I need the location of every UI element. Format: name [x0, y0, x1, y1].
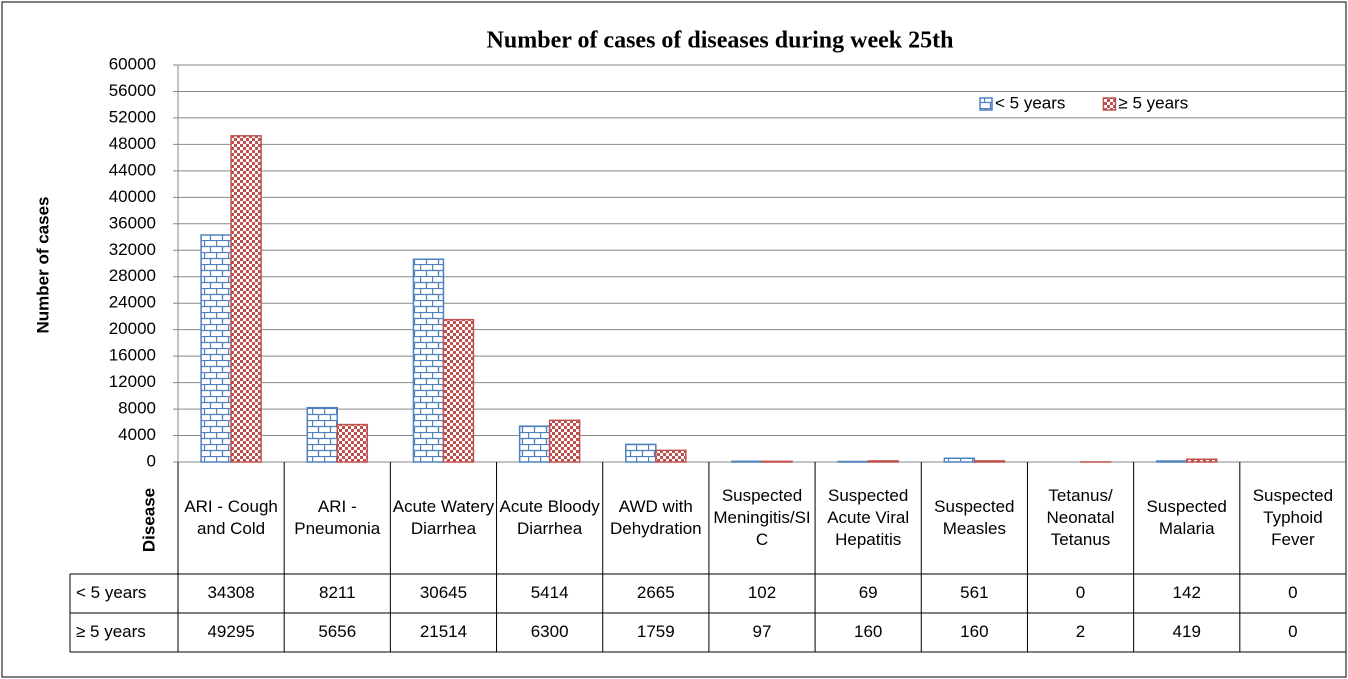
table-cell: 34308 — [207, 583, 254, 602]
chart-title: Number of cases of diseases during week … — [487, 28, 954, 54]
table-cell: 6300 — [531, 622, 569, 641]
category-cell: Tetanus/ Neonatal Tetanus — [1046, 486, 1115, 549]
table-cell: 419 — [1173, 622, 1201, 641]
y-tick-label: 52000 — [109, 107, 156, 126]
category-cell: Suspected Meningitis/SIC — [713, 486, 811, 549]
table-cell: 160 — [960, 622, 988, 641]
y-tick-label: 44000 — [109, 160, 156, 179]
bar — [336, 423, 369, 463]
table-cell: 8211 — [319, 583, 356, 602]
table-cell: 0 — [1288, 622, 1297, 641]
x-tick-label: AWD with Dehydration — [609, 497, 702, 538]
table-cell: 2 — [1076, 622, 1085, 641]
category-cell: ARI - Pneumonia — [294, 497, 381, 538]
table-cell: 160 — [854, 622, 882, 641]
category-cell: ARI - Cough and Cold — [184, 497, 278, 538]
bar — [1155, 460, 1188, 463]
table-cell: 0 — [1288, 583, 1297, 602]
y-tick-label: 40000 — [109, 187, 156, 206]
legend-label: ≥ 5 years — [1118, 93, 1188, 112]
x-tick-label: Tetanus/ Neonatal Tetanus — [1046, 486, 1115, 549]
y-tick-label: 4000 — [118, 425, 156, 444]
bar — [655, 449, 687, 463]
legend-swatch — [979, 97, 993, 111]
x-tick-label: ARI - Cough and Cold — [184, 497, 278, 538]
bar — [518, 425, 551, 463]
table-row-header: < 5 years — [76, 583, 146, 602]
y-tick-label: 24000 — [109, 293, 156, 312]
y-tick-label: 60000 — [109, 54, 156, 73]
bar — [306, 406, 339, 463]
x-axis-label: Disease — [139, 488, 158, 552]
x-tick-label: Suspected Meningitis/SIC — [713, 486, 811, 549]
x-tick-label: Suspected Malaria — [1146, 497, 1227, 538]
category-cell: Suspected Acute Viral Hepatitis — [827, 486, 910, 549]
bar — [625, 443, 657, 463]
y-tick-label: 16000 — [109, 346, 156, 365]
table-cell: 0 — [1076, 583, 1085, 602]
bar — [200, 234, 232, 463]
x-tick-label: Suspected Typhoid Fever — [1252, 486, 1334, 549]
bar — [230, 135, 262, 463]
table-cell: 5414 — [531, 583, 569, 602]
y-tick-label: 8000 — [118, 399, 156, 418]
y-tick-label: 36000 — [109, 213, 156, 232]
bar — [1185, 458, 1218, 463]
table-cell: 21514 — [420, 622, 467, 641]
y-tick-label: 48000 — [109, 134, 156, 153]
y-tick-label: 0 — [147, 451, 156, 470]
category-cell: Acute Bloody Diarrhea — [499, 497, 600, 538]
bar — [442, 318, 475, 463]
x-tick-label: Suspected Acute Viral Hepatitis — [827, 486, 910, 549]
table-cell: 2665 — [637, 583, 675, 602]
bar — [412, 258, 445, 463]
category-cell: Suspected Typhoid Fever — [1252, 486, 1334, 549]
y-axis-label: Number of cases — [33, 197, 52, 334]
table-cell: 49295 — [207, 622, 254, 641]
table-cell: 142 — [1173, 583, 1201, 602]
category-cell: Suspected Malaria — [1146, 497, 1227, 538]
legend-label: < 5 years — [995, 93, 1065, 112]
bar — [761, 460, 793, 463]
category-cell: Suspected Measles — [934, 497, 1015, 538]
legend-swatch — [1102, 97, 1117, 111]
table-cell: 30645 — [420, 583, 467, 602]
y-tick-label: 20000 — [109, 319, 156, 338]
bar — [973, 460, 1006, 463]
x-tick-label: ARI - Pneumonia — [294, 497, 381, 538]
table-row-header: ≥ 5 years — [76, 622, 146, 641]
bar — [867, 460, 899, 463]
bar — [731, 460, 763, 463]
x-tick-label: Acute Bloody Diarrhea — [499, 497, 600, 538]
table-cell: 5656 — [318, 622, 356, 641]
bar — [548, 419, 581, 463]
table-cell: 561 — [960, 583, 988, 602]
table-cell: 97 — [753, 622, 772, 641]
table-cell: 102 — [748, 583, 776, 602]
bar — [943, 457, 976, 463]
category-cell: Acute Watery Diarrhea — [392, 497, 495, 538]
x-tick-label: Suspected Measles — [934, 497, 1015, 538]
y-tick-label: 12000 — [109, 372, 156, 391]
y-tick-label: 56000 — [109, 81, 156, 100]
category-cell: AWD with Dehydration — [609, 497, 702, 538]
table-cell: 1759 — [637, 622, 675, 641]
table-cell: 69 — [859, 583, 878, 602]
y-tick-label: 28000 — [109, 266, 156, 285]
y-tick-label: 32000 — [109, 240, 156, 259]
x-tick-label: Acute Watery Diarrhea — [392, 497, 495, 538]
